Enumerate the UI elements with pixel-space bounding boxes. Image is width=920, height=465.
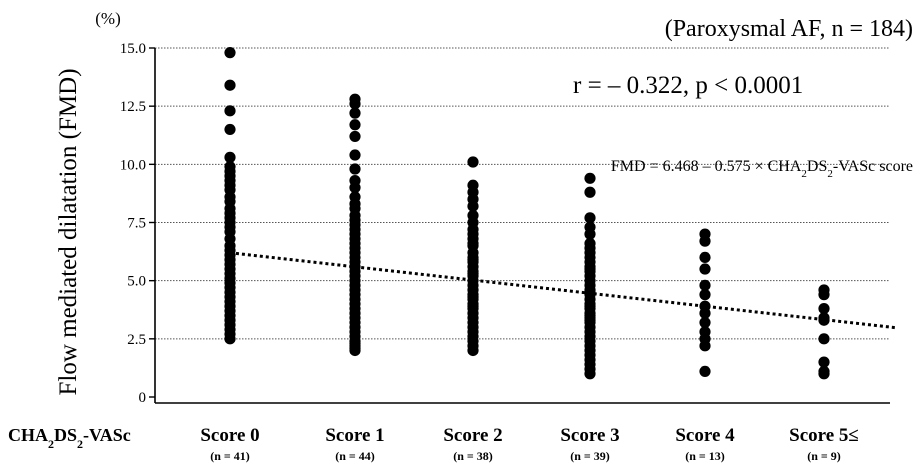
data-point-score-3-0 <box>584 172 596 184</box>
category-label-4: Score 4 <box>675 425 735 446</box>
data-point-score-4-4 <box>699 279 711 291</box>
data-point-score-2-37 <box>467 300 479 312</box>
data-point-score-0-4 <box>224 151 236 163</box>
regression-trendline <box>229 251 896 330</box>
data-point-score-1-4 <box>349 130 361 143</box>
trendline-group <box>229 251 896 330</box>
data-point-score-0-3 <box>224 123 236 136</box>
x-axis-label-part-0: CHA <box>8 425 48 445</box>
data-point-score-1-3 <box>349 119 361 131</box>
data-point-score-2-33 <box>467 237 479 250</box>
category-label-1: Score 1 <box>325 425 384 446</box>
x-axis-label: CHA2DS2-VASc <box>8 425 131 451</box>
data-point-score-1-5 <box>349 149 361 161</box>
data-point-score-5-2 <box>818 302 830 315</box>
data-point-score-5-5 <box>818 333 830 345</box>
data-point-score-3-35 <box>584 286 596 298</box>
data-point-score-3-34 <box>584 263 596 275</box>
correlation-annotation: r = – 0.322, p < 0.0001 <box>573 72 803 99</box>
regression-equation: FMD = 6.468 – 0.575 × CHA2DS2-VASc score <box>611 158 913 180</box>
y-tick-label-2: 5.0 <box>127 274 146 290</box>
equation-prefix: FMD = 6.468 – 0.575 × CHA <box>611 158 802 175</box>
category-label-3: Score 3 <box>560 425 619 446</box>
data-point-score-5-4 <box>818 314 830 326</box>
data-point-score-4-2 <box>699 251 711 263</box>
y-tick-label-0: 0 <box>139 390 147 406</box>
data-point-score-5-1 <box>818 289 830 301</box>
equation-sub-2: 2 <box>827 168 833 180</box>
category-label-0: Score 0 <box>200 425 259 446</box>
data-point-score-2-32 <box>467 254 479 266</box>
data-point-score-0-0 <box>224 47 236 59</box>
equation-suffix: -VASc score <box>833 158 913 175</box>
data-point-score-4-1 <box>699 235 711 247</box>
data-point-score-5-6 <box>818 356 830 368</box>
data-point-score-4-8 <box>699 316 711 329</box>
x-category-labels: Score 0 (n = 41) Score 1 (n = 44) Score 2 (n … <box>200 425 858 463</box>
data-point-score-0-1 <box>224 79 236 91</box>
data-point-score-4-12 <box>699 365 711 378</box>
category-count-4: (n = 13) <box>685 449 725 463</box>
data-point-score-3-4 <box>584 228 596 240</box>
category-count-0: (n = 41) <box>210 449 250 463</box>
axes <box>149 47 890 404</box>
gridlines <box>155 47 890 340</box>
data-point-score-4-5 <box>699 289 711 301</box>
data-point-score-4-11 <box>699 340 711 352</box>
data-point-score-2-35 <box>467 268 479 280</box>
equation-sub-1: 2 <box>801 168 807 180</box>
data-points <box>224 47 830 380</box>
y-tick-label-1: 2.5 <box>127 332 146 348</box>
data-point-score-3-1 <box>584 186 596 198</box>
data-point-score-3-38 <box>584 314 596 326</box>
category-count-2: (n = 38) <box>453 449 493 463</box>
data-point-score-3-33 <box>584 368 596 380</box>
data-point-score-4-7 <box>699 307 711 319</box>
category-count-1: (n = 44) <box>335 449 375 463</box>
data-point-score-2-0 <box>467 156 479 168</box>
data-point-score-5-8 <box>818 368 830 380</box>
data-point-score-2-4 <box>467 200 479 212</box>
data-point-score-0-40 <box>224 333 236 345</box>
x-axis-label-part-1: 2 <box>48 437 54 451</box>
y-tick-label-6: 15.0 <box>120 41 146 57</box>
x-axis-label-part-2: DS <box>54 425 77 445</box>
y-tick-label-3: 7.5 <box>127 216 146 232</box>
data-point-score-3-37 <box>584 300 596 312</box>
y-tick-label-4: 10.0 <box>120 157 146 173</box>
data-point-score-4-3 <box>699 263 711 275</box>
y-tick-labels: 0 2.5 5.0 7.5 10.0 12.5 15.0 <box>120 41 146 406</box>
data-point-score-1-6 <box>349 163 361 175</box>
equation-mid: DS <box>807 158 827 175</box>
data-point-score-1-8 <box>349 182 361 194</box>
data-point-score-2-31 <box>467 344 479 357</box>
y-axis-label: Flow mediated dilatation (FMD) <box>55 68 82 395</box>
y-unit-label: (%) <box>95 9 120 28</box>
chart-title: (Paroxysmal AF, n = 184) <box>665 16 913 42</box>
y-tick-label-5: 12.5 <box>120 99 146 115</box>
data-point-score-0-2 <box>224 105 236 117</box>
x-axis-label-part-4: -VASc <box>83 425 131 445</box>
data-point-score-2-36 <box>467 291 479 303</box>
data-point-score-3-2 <box>584 212 596 224</box>
category-label-2: Score 2 <box>443 425 502 446</box>
data-point-score-1-1 <box>349 98 361 110</box>
data-point-score-2-34 <box>467 228 479 240</box>
data-point-score-1-43 <box>349 344 361 357</box>
x-axis-label-part-3: 2 <box>77 437 83 451</box>
category-label-5: Score 5≤ <box>789 425 859 446</box>
data-point-score-1-2 <box>349 107 361 119</box>
category-count-5: (n = 9) <box>807 449 841 463</box>
category-count-3: (n = 39) <box>570 449 610 463</box>
